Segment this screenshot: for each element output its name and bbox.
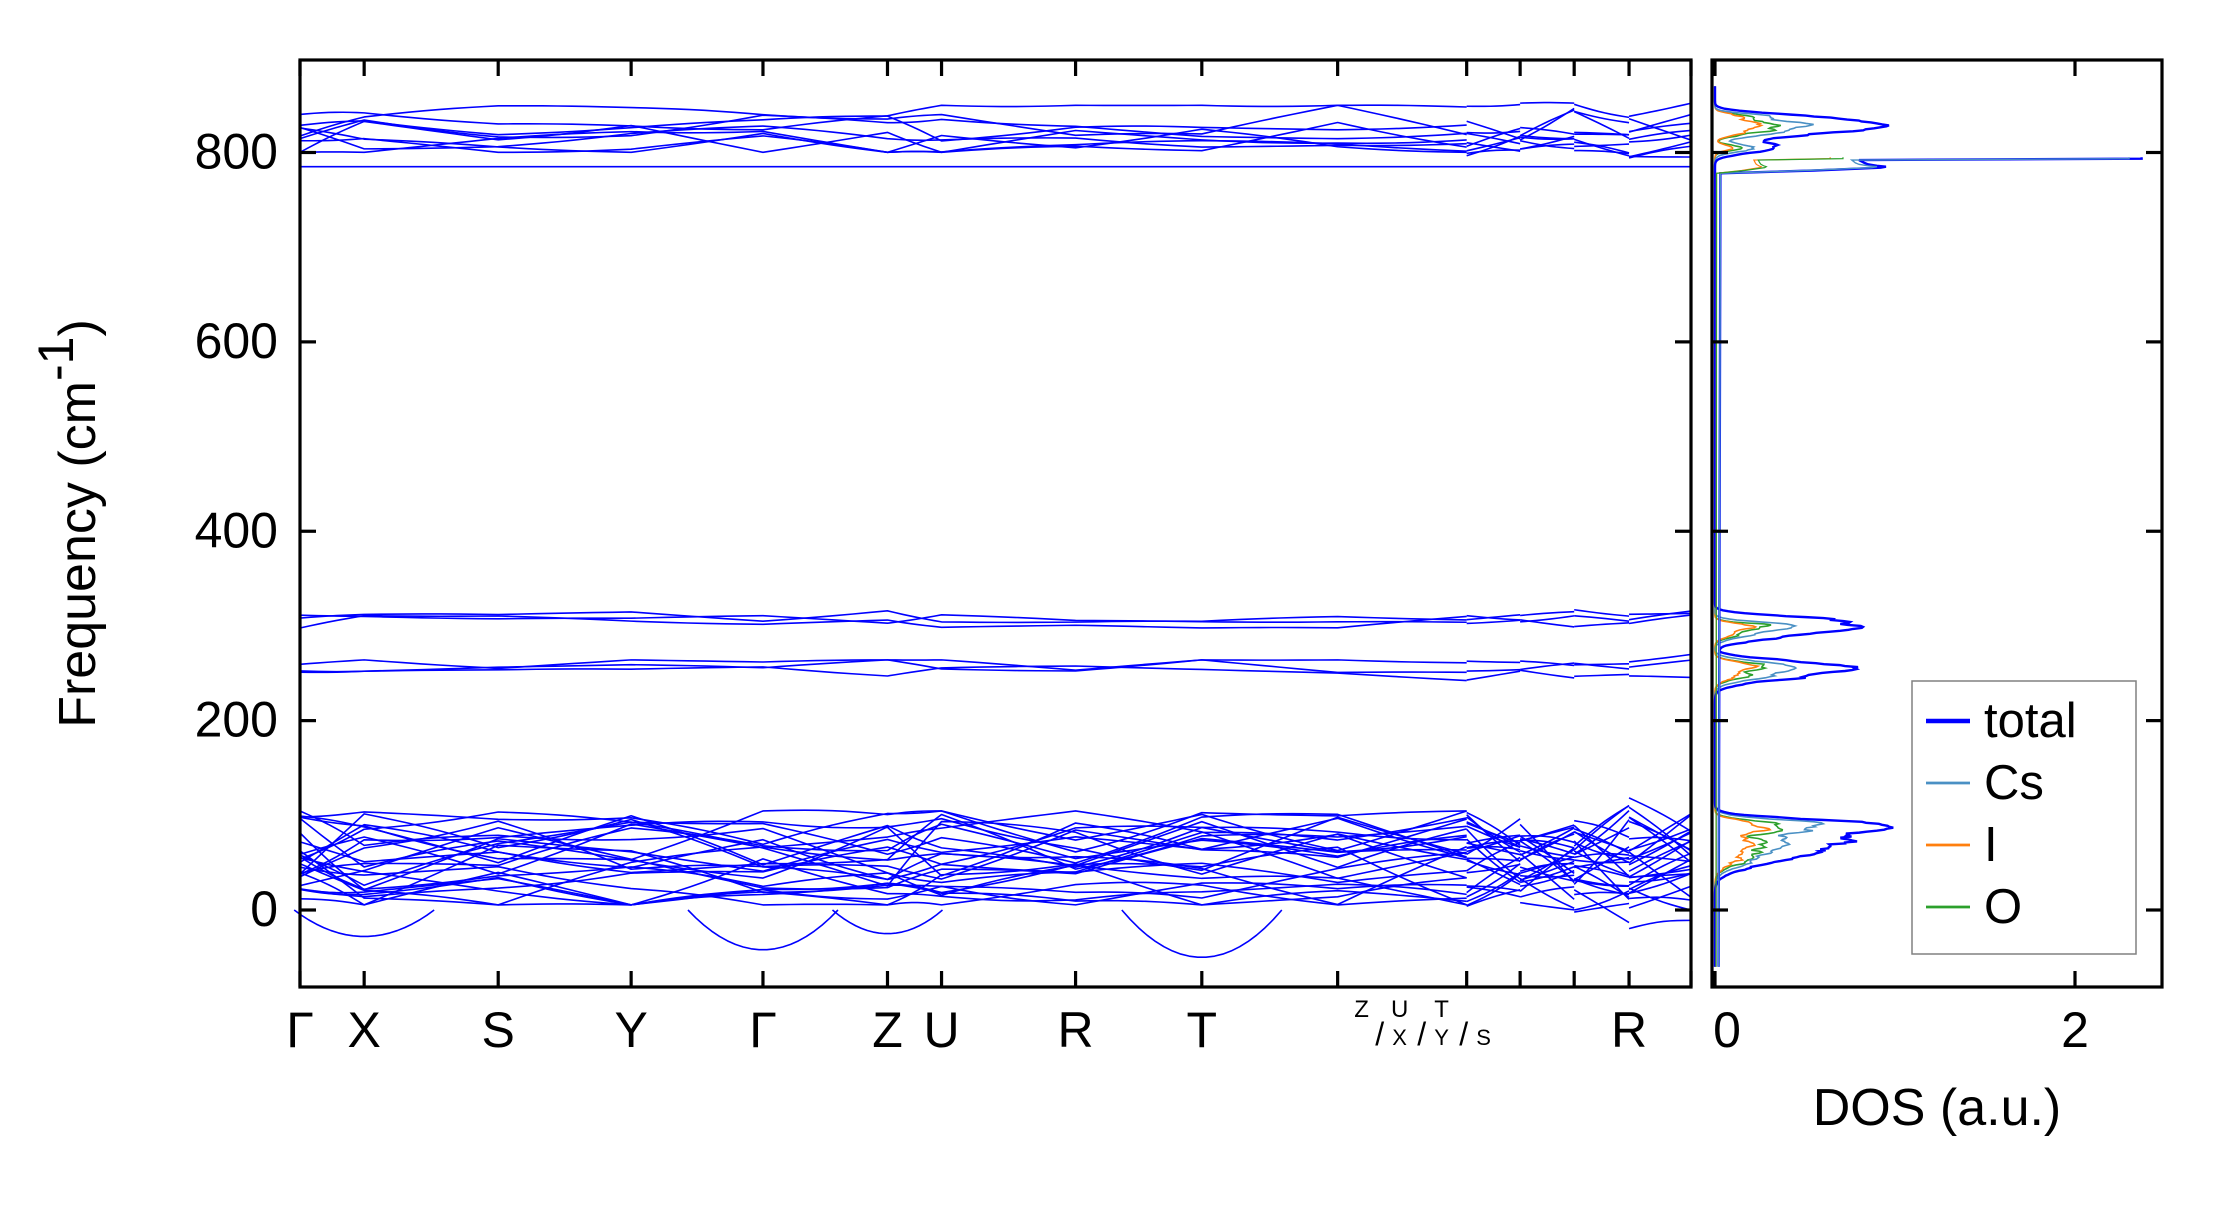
svg-text:0: 0 xyxy=(250,881,278,937)
svg-text:X: X xyxy=(1392,1025,1407,1050)
svg-text:200: 200 xyxy=(195,692,278,748)
svg-text:Z: Z xyxy=(872,1002,903,1058)
svg-text:DOS (a.u.): DOS (a.u.) xyxy=(1813,1079,2062,1137)
svg-text:Γ: Γ xyxy=(286,1002,314,1058)
svg-text:S: S xyxy=(482,1002,515,1058)
svg-text:R: R xyxy=(1058,1002,1094,1058)
svg-text:Y: Y xyxy=(1434,1025,1449,1050)
svg-text:U: U xyxy=(1391,996,1408,1023)
svg-text:I: I xyxy=(1984,818,1998,872)
svg-text:600: 600 xyxy=(195,313,278,369)
svg-text:2: 2 xyxy=(2061,1002,2089,1058)
svg-text:O: O xyxy=(1984,880,2022,934)
svg-text:/: / xyxy=(1417,1016,1426,1052)
svg-text:U: U xyxy=(923,1002,959,1058)
svg-text:800: 800 xyxy=(195,124,278,180)
svg-text:Cs: Cs xyxy=(1984,756,2044,810)
svg-text:R: R xyxy=(1611,1002,1647,1058)
svg-text:400: 400 xyxy=(195,502,278,558)
svg-text:Γ: Γ xyxy=(749,1002,777,1058)
svg-text:total: total xyxy=(1984,694,2077,748)
svg-text:S: S xyxy=(1476,1025,1491,1050)
svg-text:T: T xyxy=(1187,1002,1218,1058)
svg-text:X: X xyxy=(347,1002,380,1058)
svg-text:T: T xyxy=(1434,996,1449,1023)
svg-text:/: / xyxy=(1375,1016,1384,1052)
svg-text:/: / xyxy=(1459,1016,1468,1052)
svg-text:Y: Y xyxy=(614,1002,647,1058)
svg-text:Z: Z xyxy=(1354,996,1369,1023)
svg-text:0: 0 xyxy=(1713,1002,1741,1058)
